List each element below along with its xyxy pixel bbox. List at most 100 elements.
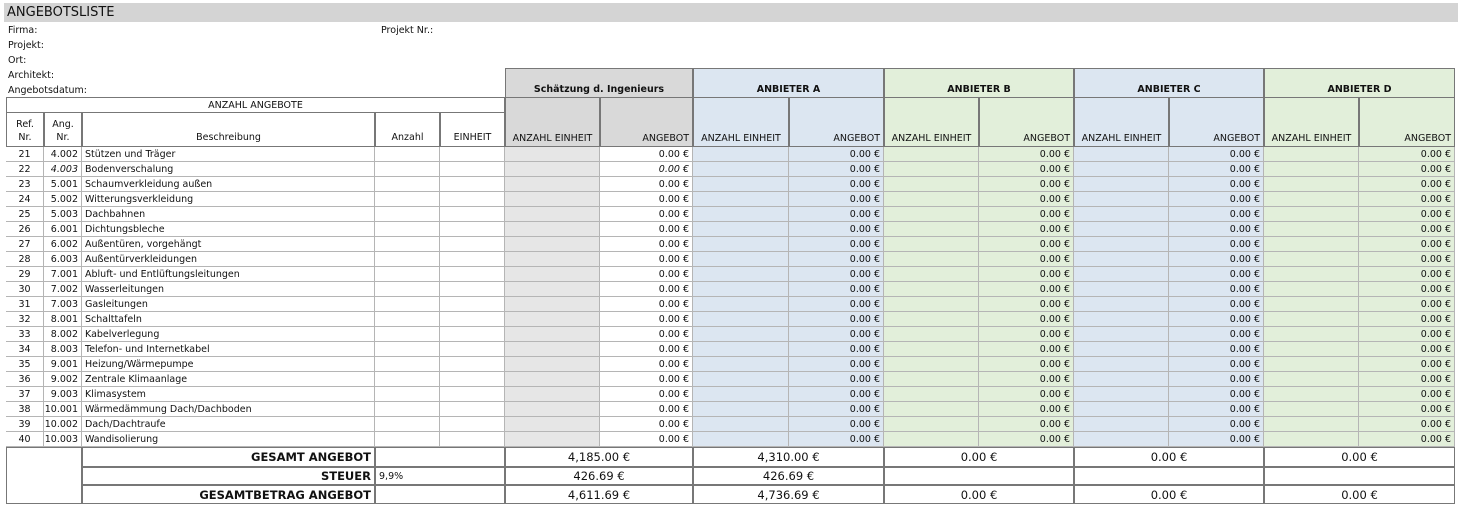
anzahl-einheit — [884, 342, 979, 357]
angebot: 0.00 € — [1169, 192, 1264, 207]
angebot: 0.00 € — [1169, 417, 1264, 432]
anzahl-einheit — [505, 147, 600, 162]
description: Wasserleitungen — [82, 282, 375, 297]
angebot: 0.00 € — [789, 162, 884, 177]
angebot: 0.00 € — [1359, 207, 1455, 222]
total-value: 426.69 € — [505, 467, 693, 485]
anzahl-einheit — [693, 372, 789, 387]
total-value: 4,736.69 € — [693, 485, 884, 504]
anzahl-einheit — [884, 207, 979, 222]
ang-nr: 6.002 — [44, 237, 82, 252]
einheit — [440, 372, 505, 387]
ref-nr: 38 — [6, 402, 44, 417]
ref-nr: 29 — [6, 267, 44, 282]
left-header: ANZAHL ANGEBOTE — [6, 97, 505, 113]
anzahl-einheit — [693, 177, 789, 192]
anzahl — [375, 387, 440, 402]
ang-nr: 10.001 — [44, 402, 82, 417]
anzahl-einheit — [1074, 327, 1169, 342]
sub-header: ANGEBOT — [1359, 97, 1455, 147]
sub-header: ANZAHL EINHEIT — [1264, 97, 1359, 147]
angebot: 0.00 € — [1359, 267, 1455, 282]
sub-header: ANGEBOT — [789, 97, 884, 147]
ang-nr: 5.002 — [44, 192, 82, 207]
anzahl-einheit — [884, 417, 979, 432]
anzahl-einheit — [1264, 327, 1359, 342]
anzahl-einheit — [505, 267, 600, 282]
ref-nr: 39 — [6, 417, 44, 432]
anzahl-einheit — [693, 342, 789, 357]
angebot: 0.00 € — [1169, 252, 1264, 267]
anzahl-einheit — [1074, 402, 1169, 417]
angebot: 0.00 € — [979, 357, 1074, 372]
anzahl — [375, 312, 440, 327]
anzahl — [375, 252, 440, 267]
info-label: Projekt: — [8, 40, 44, 51]
einheit — [440, 282, 505, 297]
angebot: 0.00 € — [979, 267, 1074, 282]
anzahl — [375, 402, 440, 417]
anzahl — [375, 147, 440, 162]
anzahl-einheit — [505, 327, 600, 342]
angebot: 0.00 € — [600, 237, 693, 252]
anzahl-einheit — [884, 192, 979, 207]
angebot: 0.00 € — [1169, 372, 1264, 387]
ang-nr: 5.003 — [44, 207, 82, 222]
description: Wärmedämmung Dach/Dachboden — [82, 402, 375, 417]
total-value: 426.69 € — [693, 467, 884, 485]
angebot: 0.00 € — [979, 402, 1074, 417]
einheit — [440, 162, 505, 177]
angebot: 0.00 € — [600, 282, 693, 297]
angebot: 0.00 € — [600, 162, 693, 177]
anzahl-einheit — [505, 282, 600, 297]
description: Stützen und Träger — [82, 147, 375, 162]
ref-nr: 33 — [6, 327, 44, 342]
ref-nr: 36 — [6, 372, 44, 387]
sub-header: ANZAHL EINHEIT — [1074, 97, 1169, 147]
angebot: 0.00 € — [1169, 342, 1264, 357]
angebot: 0.00 € — [979, 192, 1074, 207]
anzahl-einheit — [1264, 372, 1359, 387]
angebot: 0.00 € — [979, 342, 1074, 357]
description: Schaumverkleidung außen — [82, 177, 375, 192]
anzahl-einheit — [1264, 417, 1359, 432]
ang-nr: 10.003 — [44, 432, 82, 447]
anzahl-einheit — [1264, 267, 1359, 282]
angebot: 0.00 € — [1169, 432, 1264, 447]
angebot: 0.00 € — [1359, 342, 1455, 357]
angebot: 0.00 € — [1169, 162, 1264, 177]
anzahl — [375, 192, 440, 207]
angebot: 0.00 € — [1359, 162, 1455, 177]
description: Außentüren, vorgehängt — [82, 237, 375, 252]
anzahl-einheit — [693, 282, 789, 297]
angebot: 0.00 € — [979, 237, 1074, 252]
total-label: STEUER — [82, 467, 375, 485]
anzahl-einheit — [1074, 177, 1169, 192]
ref-nr: 40 — [6, 432, 44, 447]
angebot: 0.00 € — [1359, 237, 1455, 252]
anzahl-einheit — [1074, 147, 1169, 162]
einheit — [440, 417, 505, 432]
group-header: Schätzung d. Ingenieurs — [505, 68, 693, 98]
angebot: 0.00 € — [600, 402, 693, 417]
column-header: EINHEIT — [440, 112, 505, 147]
description: Dachbahnen — [82, 207, 375, 222]
anzahl-einheit — [693, 357, 789, 372]
anzahl — [375, 372, 440, 387]
anzahl-einheit — [884, 252, 979, 267]
total-value: 4,310.00 € — [693, 447, 884, 467]
angebot: 0.00 € — [979, 207, 1074, 222]
anzahl-einheit — [884, 402, 979, 417]
anzahl-einheit — [1264, 432, 1359, 447]
ang-nr: 7.003 — [44, 297, 82, 312]
anzahl-einheit — [884, 177, 979, 192]
anzahl-einheit — [1074, 267, 1169, 282]
description: Klimasystem — [82, 387, 375, 402]
total-value: 0.00 € — [1074, 485, 1264, 504]
angebot: 0.00 € — [1359, 282, 1455, 297]
angebot: 0.00 € — [789, 282, 884, 297]
angebot: 0.00 € — [1169, 297, 1264, 312]
anzahl — [375, 417, 440, 432]
ang-nr: 6.003 — [44, 252, 82, 267]
ref-nr: 23 — [6, 177, 44, 192]
